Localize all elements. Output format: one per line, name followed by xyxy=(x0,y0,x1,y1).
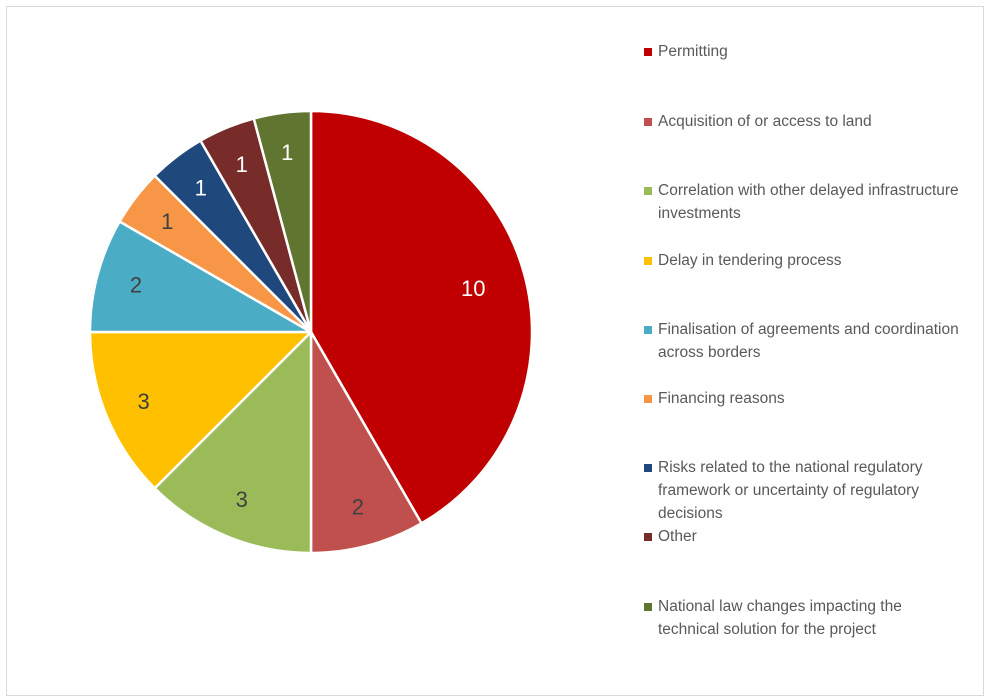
legend-swatch xyxy=(644,603,652,611)
pie-slice-1 xyxy=(309,109,534,525)
legend-label: Financing reasons xyxy=(658,390,785,407)
pie-slice-2 xyxy=(309,330,423,555)
legend-swatch xyxy=(644,533,652,541)
data-label-6: 1 xyxy=(161,209,173,234)
data-label-8: 1 xyxy=(236,152,248,177)
data-label-9: 1 xyxy=(281,140,293,165)
data-label-5: 2 xyxy=(130,273,142,298)
data-label-1: 10 xyxy=(461,276,485,301)
pie-slice-3 xyxy=(153,330,313,555)
legend-item: Delay in tendering process xyxy=(644,249,964,272)
legend-label: Acquisition of or access to land xyxy=(658,113,872,130)
data-label-4: 3 xyxy=(137,389,149,414)
pie-slice-4 xyxy=(88,330,313,490)
legend-item: Finalisation of agreements and coordinat… xyxy=(644,318,964,364)
legend-swatch xyxy=(644,395,652,403)
legend-label: Permitting xyxy=(658,43,728,60)
legend-swatch xyxy=(644,326,652,334)
legend-item: Risks related to the national regulatory… xyxy=(644,456,964,525)
pie-slice-9 xyxy=(252,109,313,334)
data-label-3: 3 xyxy=(236,487,248,512)
legend-swatch xyxy=(644,257,652,265)
legend-label: Delay in tendering process xyxy=(658,252,842,269)
legend-swatch xyxy=(644,187,652,195)
legend-swatch xyxy=(644,48,652,56)
pie-slice-5 xyxy=(88,220,313,334)
legend-swatch xyxy=(644,118,652,126)
legend-label: National law changes impacting the techn… xyxy=(658,598,902,638)
legend-swatch xyxy=(644,464,652,472)
legend-label: Finalisation of agreements and coordinat… xyxy=(658,321,959,361)
legend-item: Financing reasons xyxy=(644,387,964,410)
data-label-7: 1 xyxy=(195,176,207,201)
legend-label: Correlation with other delayed infrastru… xyxy=(658,182,959,222)
pie-slices xyxy=(88,109,534,555)
legend-item: National law changes impacting the techn… xyxy=(644,595,964,641)
legend-label: Other xyxy=(658,528,697,545)
legend-label: Risks related to the national regulatory… xyxy=(658,459,923,522)
legend-item: Acquisition of or access to land xyxy=(644,110,964,133)
data-label-2: 2 xyxy=(352,495,364,520)
legend-item: Correlation with other delayed infrastru… xyxy=(644,179,964,225)
legend-item: Other xyxy=(644,525,964,548)
legend: Permitting Acquisition of or access to la… xyxy=(644,0,974,692)
legend-item: Permitting xyxy=(644,40,964,63)
